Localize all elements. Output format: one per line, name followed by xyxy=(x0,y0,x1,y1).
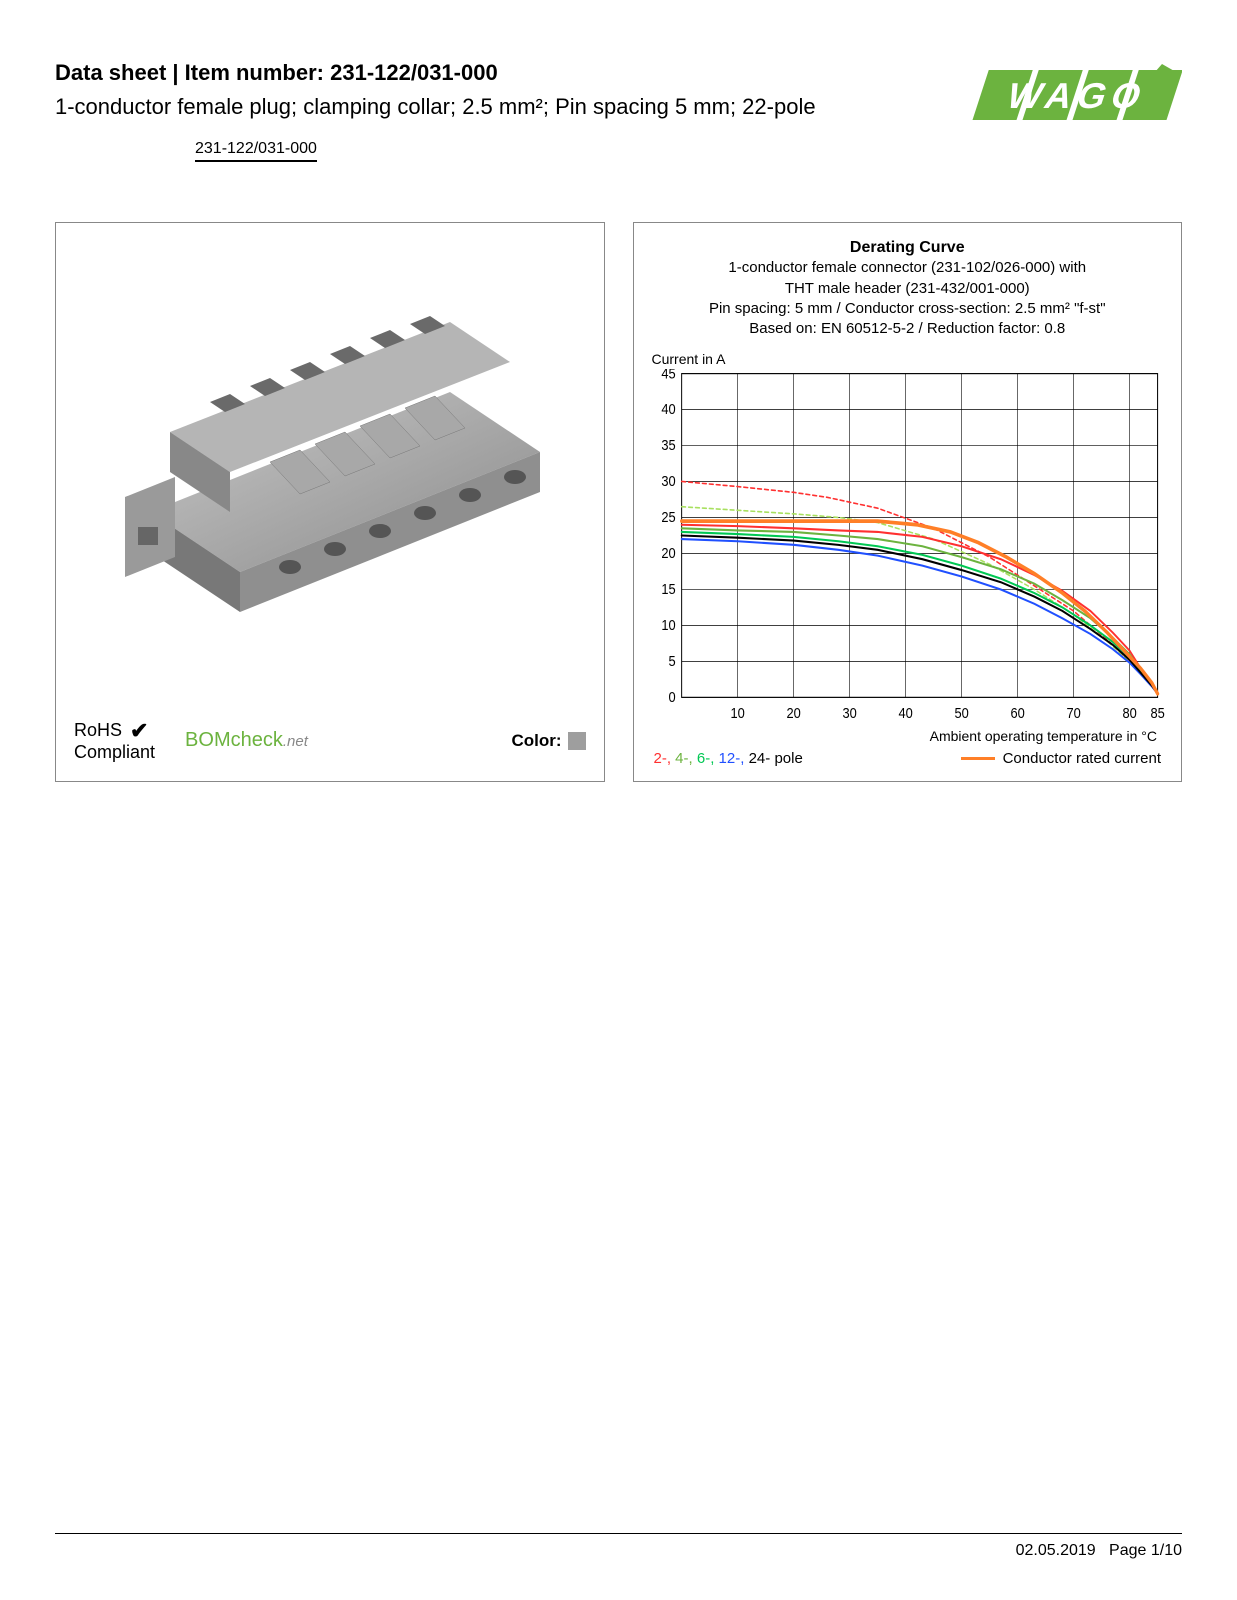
svg-text:30: 30 xyxy=(661,472,676,489)
item-number-link[interactable]: 231-122/031-000 xyxy=(195,140,317,162)
legend-conductor-text: Conductor rated current xyxy=(1003,750,1161,767)
svg-text:15: 15 xyxy=(661,580,676,597)
chart-desc4: Based on: EN 60512-5-2 / Reduction facto… xyxy=(648,319,1168,339)
bomcheck-badge: BOMcheck.net xyxy=(185,729,308,752)
rohs-label: RoHS xyxy=(74,721,122,741)
badge-row: RoHS ✔ Compliant BOMcheck.net Color: xyxy=(74,719,586,763)
svg-text:80: 80 xyxy=(1122,704,1137,721)
rohs-badge: RoHS ✔ Compliant xyxy=(74,719,155,763)
svg-text:50: 50 xyxy=(954,704,969,721)
svg-text:20: 20 xyxy=(661,544,676,561)
svg-text:40: 40 xyxy=(661,401,676,418)
derating-chart: 0 5 10 15 20 25 30 35 40 45 10 20 30 40 50 60 70 80 85 xyxy=(648,369,1168,727)
color-swatch xyxy=(568,732,586,750)
product-panel: RoHS ✔ Compliant BOMcheck.net Color: xyxy=(55,222,605,782)
product-image xyxy=(70,237,590,667)
chart-panel: Derating Curve 1-conductor female connec… xyxy=(633,222,1183,782)
svg-text:10: 10 xyxy=(730,704,745,721)
chart-title: Derating Curve xyxy=(648,237,1168,259)
svg-text:10: 10 xyxy=(661,616,676,633)
svg-text:0: 0 xyxy=(668,688,675,705)
subtitle: 1-conductor female plug; clamping collar… xyxy=(55,92,922,122)
page-header: Data sheet | Item number: 231-122/031-00… xyxy=(55,60,1182,162)
page-footer: 02.05.2019 Page 1/10 xyxy=(55,1533,1182,1560)
footer-page: Page 1/10 xyxy=(1109,1542,1182,1559)
wago-logo: WAGO xyxy=(962,60,1182,135)
svg-text:WAGO: WAGO xyxy=(1002,76,1153,116)
legend-poles: 2-, 4-, 6-, 12-, 24- pole xyxy=(654,750,803,767)
bomcheck-suffix: .net xyxy=(283,733,308,750)
svg-text:40: 40 xyxy=(898,704,913,721)
color-label-text: Color: xyxy=(511,731,561,751)
svg-text:70: 70 xyxy=(1066,704,1081,721)
title-line: Data sheet | Item number: 231-122/031-00… xyxy=(55,60,922,86)
svg-text:45: 45 xyxy=(661,369,676,381)
svg-text:25: 25 xyxy=(661,508,676,525)
svg-text:35: 35 xyxy=(661,437,676,454)
color-indicator: Color: xyxy=(511,731,585,751)
title-prefix: Data sheet | Item number: xyxy=(55,60,330,85)
title-item-number: 231-122/031-000 xyxy=(330,60,498,85)
rohs-compliant: Compliant xyxy=(74,743,155,763)
chart-desc2: THT male header (231-432/001-000) xyxy=(648,279,1168,299)
chart-desc3: Pin spacing: 5 mm / Conductor cross-sect… xyxy=(648,299,1168,319)
svg-text:60: 60 xyxy=(1010,704,1025,721)
legend-conductor: Conductor rated current xyxy=(961,750,1161,767)
chart-desc1: 1-conductor female connector (231-102/02… xyxy=(648,258,1168,278)
checkmark-icon: ✔ xyxy=(130,719,148,743)
y-axis-label: Current in A xyxy=(652,351,1168,367)
svg-text:85: 85 xyxy=(1150,704,1165,721)
svg-text:30: 30 xyxy=(842,704,857,721)
x-axis-label: Ambient operating temperature in °C xyxy=(648,728,1168,744)
chart-header: Derating Curve 1-conductor female connec… xyxy=(648,237,1168,340)
svg-text:5: 5 xyxy=(668,652,675,669)
conductor-line-icon xyxy=(961,757,995,760)
chart-legend: 2-, 4-, 6-, 12-, 24- pole Conductor rate… xyxy=(648,750,1168,767)
footer-date: 02.05.2019 xyxy=(1016,1542,1096,1559)
svg-text:20: 20 xyxy=(786,704,801,721)
bomcheck-text: BOMcheck xyxy=(185,729,283,751)
